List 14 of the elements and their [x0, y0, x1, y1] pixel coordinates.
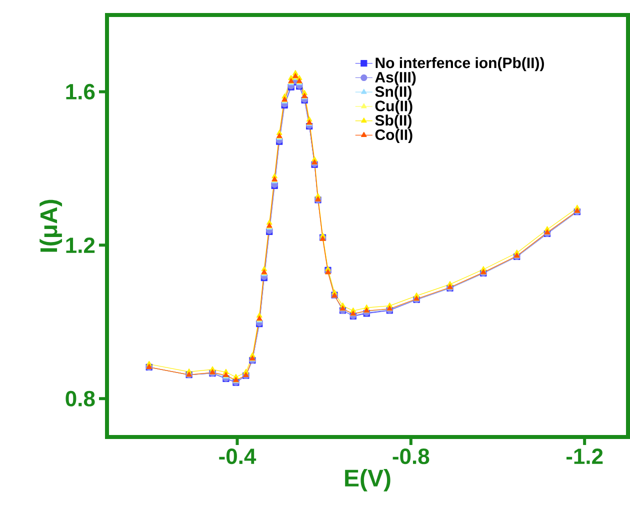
legend-label: No interfence ion(Pb(II)): [376, 57, 544, 72]
y-axis-title: I(μA): [40, 200, 62, 252]
y-tick-label: 0.8: [66, 390, 95, 406]
legend-label: As(III): [375, 72, 416, 86]
legend-label: Cu(II): [375, 100, 412, 114]
legend-label: Sb(II): [375, 114, 412, 129]
x-tick-label: -0.8: [392, 448, 430, 464]
legend-label: Co(II): [375, 129, 412, 143]
y-tick-label: 1.6: [66, 84, 95, 100]
x-tick-label: -0.4: [219, 448, 256, 464]
x-axis-title: E(V): [345, 468, 390, 492]
legend-label: Sn(II): [375, 86, 412, 100]
y-tick-label: 1.2: [66, 237, 95, 253]
x-tick-label: -1.2: [566, 448, 603, 464]
